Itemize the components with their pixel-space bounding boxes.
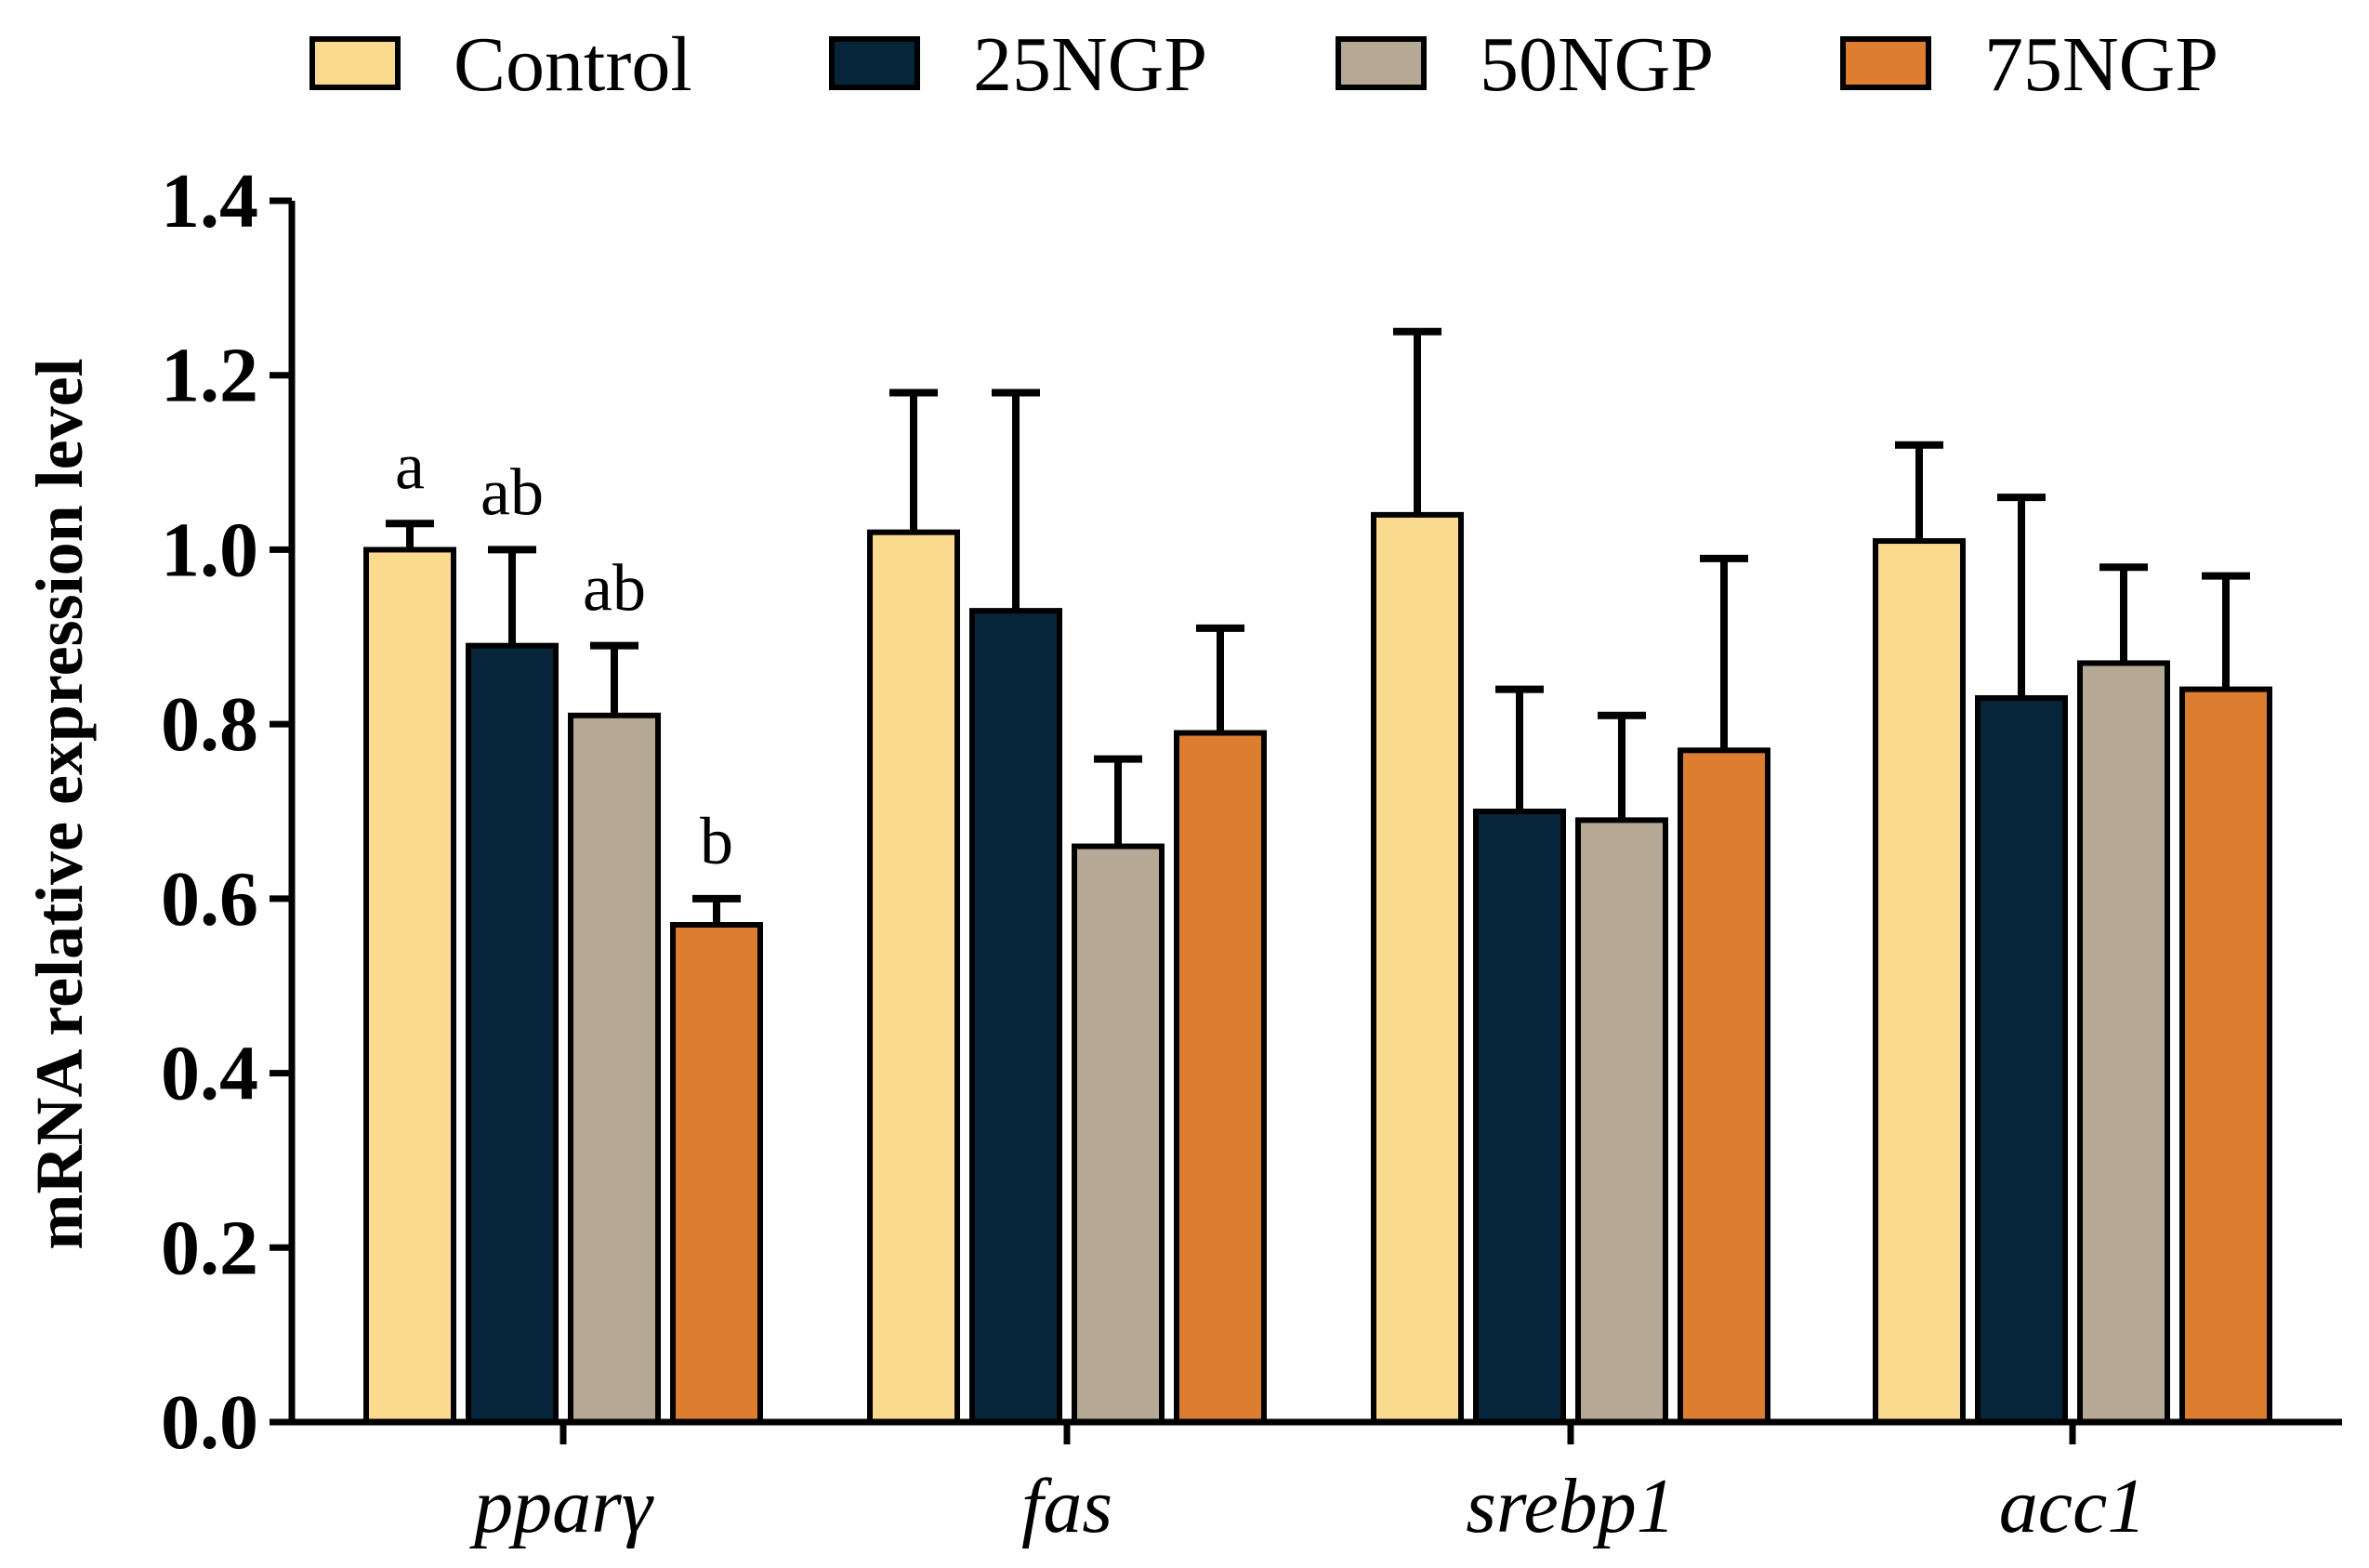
legend-swatch bbox=[1336, 36, 1427, 90]
bar bbox=[363, 547, 456, 1425]
bar bbox=[1575, 817, 1668, 1425]
bar bbox=[867, 529, 960, 1425]
y-tick-label: 0.0 bbox=[161, 1379, 258, 1466]
x-category-label: srebp1 bbox=[1466, 1463, 1676, 1549]
bar bbox=[1975, 694, 2068, 1425]
x-axis-ticks: pparγ fas srebp1 acc1 bbox=[469, 1422, 2146, 1549]
error-bars bbox=[386, 327, 2250, 926]
bar-series bbox=[363, 511, 2272, 1425]
bar bbox=[670, 922, 763, 1425]
bar bbox=[1678, 747, 1770, 1425]
legend-swatch bbox=[829, 36, 920, 90]
y-tick-label: 1.2 bbox=[161, 333, 258, 419]
bar bbox=[1473, 809, 1566, 1425]
legend-label: 50NGP bbox=[1480, 21, 1714, 108]
significance-label: b bbox=[700, 804, 733, 878]
y-axis-title-group: mRNA relative expression level bbox=[22, 358, 97, 1249]
legend-label: 25NGP bbox=[973, 21, 1207, 108]
x-category-label: fas bbox=[1021, 1463, 1112, 1549]
y-axis-title: mRNA relative expression level bbox=[22, 358, 97, 1249]
y-tick-label: 0.6 bbox=[161, 856, 258, 942]
bar bbox=[1174, 730, 1267, 1425]
significance-label: ab bbox=[583, 551, 646, 626]
y-axis-ticks: 0.0 0.2 0.4 0.6 0.8 1.0 1.2 1.4 bbox=[161, 158, 292, 1466]
chart-axes bbox=[288, 201, 2342, 1426]
legend-swatch bbox=[309, 36, 401, 90]
significance-label: ab bbox=[480, 455, 544, 529]
y-tick-label: 0.4 bbox=[161, 1031, 258, 1117]
bar bbox=[1371, 511, 1464, 1425]
y-tick-label: 0.2 bbox=[161, 1205, 258, 1291]
bar bbox=[1072, 843, 1165, 1425]
bar bbox=[568, 712, 661, 1425]
y-tick-label: 0.8 bbox=[161, 681, 258, 768]
bar bbox=[2179, 686, 2272, 1425]
legend-swatch bbox=[1840, 36, 1931, 90]
x-category-label: acc1 bbox=[1999, 1463, 2147, 1549]
x-category-label: pparγ bbox=[469, 1463, 654, 1549]
bar bbox=[1873, 538, 1966, 1425]
bar bbox=[969, 608, 1062, 1425]
y-tick-label: 1.4 bbox=[161, 158, 258, 244]
bar bbox=[466, 642, 559, 1425]
y-tick-label: 1.0 bbox=[161, 507, 258, 593]
bar bbox=[2077, 660, 2170, 1425]
significance-label: a bbox=[395, 428, 425, 503]
legend-label: 75NGP bbox=[1984, 21, 2218, 108]
chart-legend: Control 25NGP 50NGP 75NGP bbox=[309, 21, 2218, 108]
legend-label: Control bbox=[454, 21, 692, 108]
